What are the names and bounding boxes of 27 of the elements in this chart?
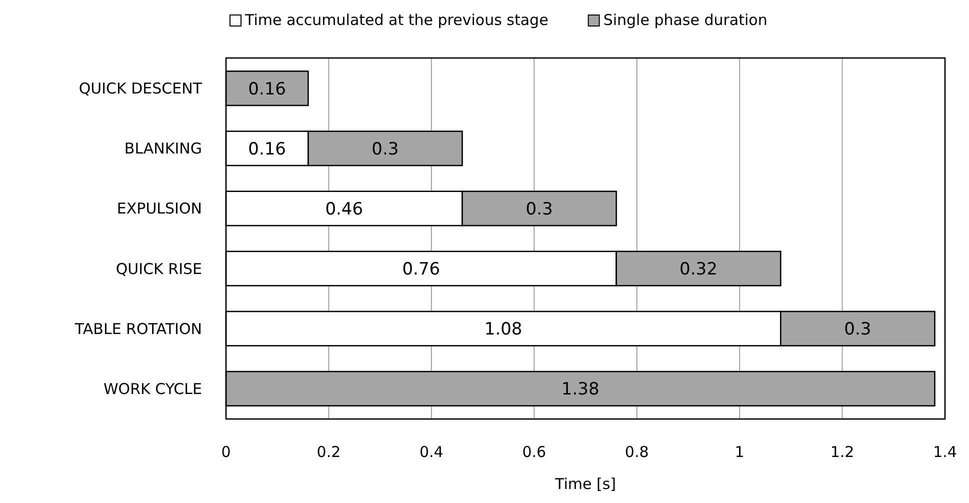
- data-label: 0.46: [325, 199, 364, 220]
- legend-label: Time accumulated at the previous stage: [244, 11, 548, 29]
- y-tick-label: QUICK RISE: [116, 260, 202, 278]
- y-tick-label: BLANKING: [124, 140, 202, 158]
- data-label: 0.76: [402, 259, 440, 280]
- x-axis-title: Time [s]: [554, 475, 616, 493]
- x-tick-label: 1.4: [933, 443, 957, 461]
- legend-label: Single phase duration: [603, 11, 768, 29]
- data-label: 1.38: [561, 380, 600, 400]
- data-label: 0.16: [248, 79, 286, 100]
- x-tick-label: 1: [734, 443, 744, 461]
- x-tick-label: 0.4: [420, 443, 444, 461]
- data-label: 0.3: [372, 139, 399, 160]
- data-label: 0.3: [844, 320, 872, 340]
- data-label: 0.16: [248, 139, 286, 160]
- y-tick-label: WORK CYCLE: [103, 380, 202, 398]
- x-tick-label: 1.2: [830, 443, 854, 461]
- y-tick-label: EXPULSION: [116, 200, 202, 218]
- y-tick-label: TABLE ROTATION: [74, 320, 202, 338]
- x-tick-label: 0.2: [316, 443, 341, 461]
- x-tick-label: 0.6: [522, 443, 546, 461]
- y-tick-label: QUICK DESCENT: [78, 80, 203, 98]
- data-label: 0.32: [680, 259, 718, 280]
- data-label: 1.08: [484, 320, 522, 340]
- x-tick-label: 0.8: [624, 443, 649, 461]
- x-tick-label: 0: [221, 443, 231, 461]
- data-label: 0.3: [526, 199, 553, 220]
